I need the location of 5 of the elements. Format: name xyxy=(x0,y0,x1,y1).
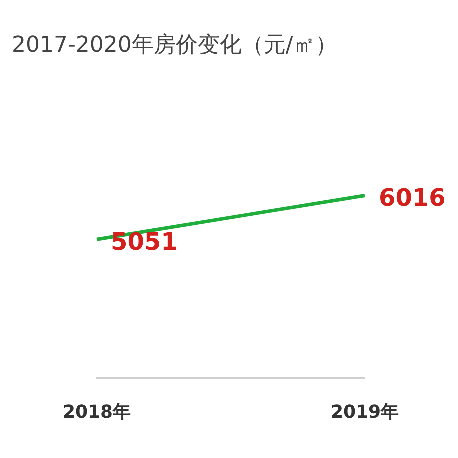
chart-title: 2017-2020年房价变化（元/㎡） xyxy=(12,32,338,60)
x-tick-label: 2019年 xyxy=(330,402,400,423)
data-label: 6016 xyxy=(379,184,446,212)
x-tick-label: 2018年 xyxy=(62,402,132,423)
data-label: 5051 xyxy=(111,228,178,256)
